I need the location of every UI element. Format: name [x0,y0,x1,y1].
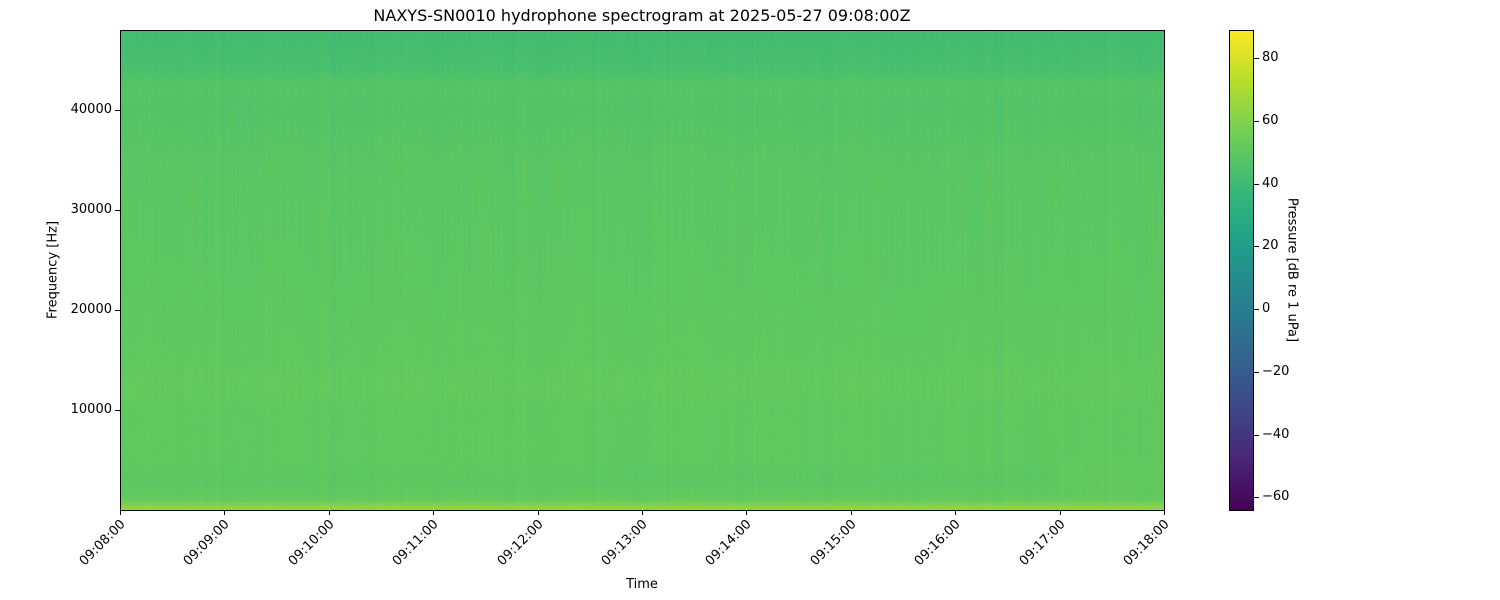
x-tick-label: 09:11:00 [389,517,442,569]
x-tick-label: 09:14:00 [703,517,755,569]
x-tick-mark [850,510,852,515]
y-tick-mark [115,110,120,111]
colorbar-tick-label: 20 [1262,238,1279,254]
colorbar-tick-label: −20 [1262,363,1290,379]
y-tick-mark [115,410,120,411]
colorbar-tick-label: −60 [1262,489,1290,505]
x-tick-label: 09:18:00 [1120,517,1173,569]
y-tick-mark [115,210,120,211]
x-tick-mark [955,510,957,515]
colorbar-tick-mark [1254,58,1259,60]
chart-title: NAXYS-SN0010 hydrophone spectrogram at 2… [373,6,911,25]
colorbar-tick-mark [1254,497,1259,499]
colorbar-tick-mark [1254,434,1259,436]
colorbar-tick-label: 80 [1262,50,1279,66]
x-tick-mark [1164,510,1165,515]
colorbar-tick-mark [1254,371,1259,373]
x-tick-mark [433,510,435,515]
colorbar-tick-label: 0 [1262,301,1271,317]
x-tick-label: 09:15:00 [807,517,860,569]
spectrogram-plot-area [120,30,1164,510]
x-tick-mark [328,510,330,515]
y-axis-label: Frequency [Hz] [45,220,61,320]
x-tick-mark [120,510,121,515]
x-tick-mark [224,510,226,515]
x-tick-label: 09:09:00 [181,517,233,569]
y-tick-mark [115,310,120,311]
x-tick-mark [537,510,539,515]
x-tick-label: 09:16:00 [911,517,964,569]
x-tick-label: 09:13:00 [598,517,651,569]
colorbar [1229,30,1253,510]
colorbar-tick-mark [1254,183,1259,185]
colorbar-tick-label: 60 [1262,112,1279,128]
x-tick-label: 09:10:00 [285,517,338,569]
x-tick-mark [1059,510,1061,515]
colorbar-tick-label: −40 [1262,426,1290,442]
x-tick-mark [642,510,643,515]
y-tick-label: 20000 [70,302,112,317]
y-tick-label: 30000 [70,202,112,217]
colorbar-tick-label: 40 [1262,175,1279,191]
x-tick-mark [746,510,748,515]
y-tick-label: 10000 [70,402,112,417]
x-tick-label: 09:08:00 [76,517,129,569]
x-axis-label: Time [626,577,658,592]
colorbar-tick-mark [1254,246,1259,248]
colorbar-label: Pressure [dB re 1 uPa] [1284,197,1300,343]
x-tick-label: 09:12:00 [494,517,547,569]
x-tick-label: 09:17:00 [1016,517,1069,569]
colorbar-tick-mark [1254,120,1259,122]
colorbar-tick-mark [1254,309,1259,311]
spectrogram-heatmap [120,30,1164,510]
y-tick-label: 40000 [70,102,112,117]
